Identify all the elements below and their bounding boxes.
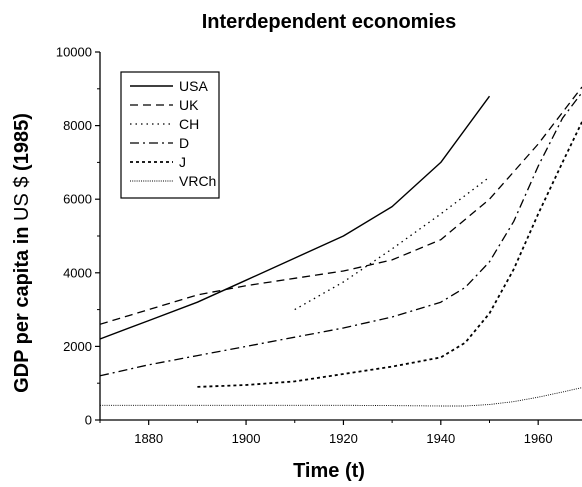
legend-label-j: J (179, 154, 186, 170)
legend-box (120, 71, 220, 199)
y-axis-label-part: (1985) (11, 113, 33, 176)
x-tick-label: 1940 (426, 431, 455, 446)
legend-label-usa: USA (179, 78, 208, 94)
x-axis-label: Time (t) (293, 460, 365, 482)
x-tick-label: 1880 (134, 431, 163, 446)
y-tick-label: 0 (85, 413, 92, 428)
y-axis-label-unit: US $ (11, 177, 33, 221)
x-tick-label: 1900 (232, 431, 261, 446)
series-line-usa (100, 95, 491, 340)
y-tick-label: 4000 (63, 265, 92, 280)
chart-title: Interdependent economies (202, 11, 457, 33)
legend-label-uk: UK (179, 97, 199, 113)
legend-label-d: D (179, 135, 189, 151)
series-line-vrch (100, 387, 582, 407)
legend-label-ch: CH (179, 116, 199, 132)
legend-label-vrch: VRCh (179, 173, 216, 189)
x-tick-label: 1960 (524, 431, 553, 446)
y-tick-label: 10000 (56, 45, 92, 60)
series-line-ch (294, 176, 490, 311)
y-tick-label: 2000 (63, 339, 92, 354)
y-tick-label: 8000 (63, 118, 92, 133)
x-tick-label: 1920 (329, 431, 358, 446)
series-line-j (197, 121, 582, 388)
series-line-uk (100, 86, 582, 325)
y-tick-label: 6000 (63, 192, 92, 207)
plot-area: 0 2000 4000 6000 8000 10000 1880 1900 1920 1940 19… (56, 45, 582, 446)
y-axis-label-part: GDP per capita in (11, 221, 33, 393)
y-axis-label: GDP per capita in US $ (1985) (11, 113, 33, 393)
series-line-d (100, 92, 582, 377)
